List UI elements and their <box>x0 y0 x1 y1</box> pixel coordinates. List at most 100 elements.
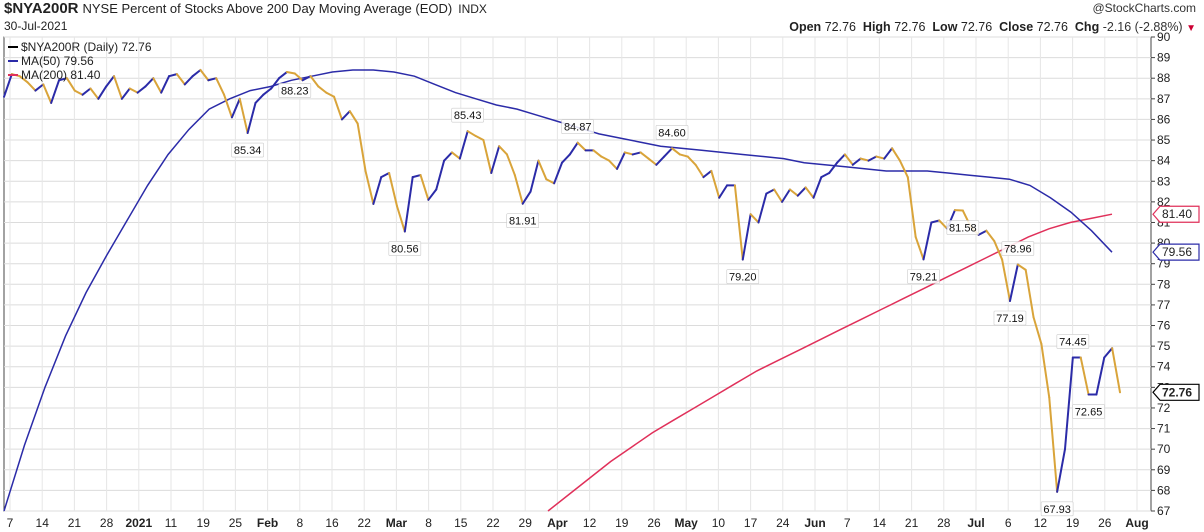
ma50-line <box>3 69 1113 512</box>
price-line-segment <box>207 77 218 82</box>
price-line-segment <box>18 75 29 84</box>
price-line-segment <box>812 176 823 199</box>
price-line-segment <box>34 83 45 92</box>
price-line-segment <box>356 122 367 172</box>
y-tick-label: 85 <box>1157 133 1171 147</box>
x-tick-label: 25 <box>229 516 243 530</box>
price-line-segment <box>521 190 532 205</box>
price-line-segment <box>851 157 862 166</box>
high-value: 72.76 <box>894 20 926 34</box>
price-line-segment <box>1016 263 1027 271</box>
price-line-segment <box>678 153 689 158</box>
price-line-segment <box>270 77 281 90</box>
price-line-segment <box>1111 347 1121 394</box>
annotation-box <box>946 220 980 235</box>
annotation-label: 84.60 <box>658 127 686 139</box>
price-line-segment <box>50 79 61 104</box>
x-tick-label: 28 <box>100 516 114 530</box>
price-line-segment <box>788 188 799 197</box>
price-line-segment <box>710 169 721 199</box>
price-line-segment <box>592 149 603 158</box>
x-tick-label: 12 <box>583 516 597 530</box>
y-tick-label: 68 <box>1157 483 1171 497</box>
y-tick-label: 74 <box>1157 360 1171 374</box>
price-line-segment <box>89 87 100 100</box>
annotation-box <box>278 83 312 98</box>
y-tick-label: 89 <box>1157 51 1171 65</box>
annotation-box <box>1072 404 1105 419</box>
price-line-segment <box>914 235 925 261</box>
price-line-segment <box>1001 258 1011 302</box>
x-tick-label: 6 <box>1005 516 1012 530</box>
x-tick-label: 24 <box>776 516 790 530</box>
price-line-segment <box>160 75 171 94</box>
price-line-segment <box>435 159 446 191</box>
y-tick-label: 72 <box>1157 401 1171 415</box>
price-line-segment <box>65 77 76 92</box>
price-line-segment <box>246 101 257 135</box>
x-tick-label: 22 <box>358 516 372 530</box>
annotation-box <box>655 124 689 140</box>
price-line-segment <box>906 176 917 238</box>
stockcharts-credit[interactable]: @StockCharts.com <box>1092 1 1196 15</box>
price-line-segment <box>26 81 37 92</box>
price-line-segment <box>105 75 116 88</box>
price-line-segment <box>796 186 807 197</box>
price-line-segment <box>427 188 438 201</box>
x-tick-label: Jun <box>804 516 825 530</box>
y-tick-label: 70 <box>1157 442 1171 456</box>
price-line-segment <box>144 77 155 88</box>
price-line-segment <box>450 151 461 160</box>
price-line-segment <box>1032 316 1043 346</box>
price-line-segment <box>883 147 894 160</box>
value-marker-label: 79.56 <box>1162 245 1192 259</box>
price-line-segment <box>262 87 273 96</box>
x-tick-label: 14 <box>873 516 887 530</box>
value-marker <box>1152 205 1200 223</box>
annotation-box <box>726 269 760 284</box>
price-line-segment <box>183 75 194 86</box>
price-line-segment <box>458 130 469 160</box>
price-line-segment <box>1008 263 1019 302</box>
price-line-segment <box>388 172 398 207</box>
price-line-segment <box>828 161 839 175</box>
price-line-segment <box>113 75 123 100</box>
x-tick-label: Aug <box>1125 516 1148 530</box>
legend-label: MA(200) 81.40 <box>21 68 101 82</box>
price-line-segment <box>1024 268 1035 319</box>
price-line-segment <box>301 75 312 82</box>
x-tick-label: 12 <box>1034 516 1048 530</box>
price-line-segment <box>317 85 328 94</box>
y-tick-label: 75 <box>1157 339 1171 353</box>
x-tick-label: 7 <box>844 516 851 530</box>
price-line-segment <box>364 169 375 205</box>
price-line-segment <box>561 153 571 164</box>
price-line-segment <box>1095 356 1106 396</box>
price-line-segment <box>340 110 351 121</box>
annotation-box <box>907 269 940 284</box>
annotation-label: 79.20 <box>729 272 757 284</box>
annotation-label: 67.93 <box>1043 504 1071 516</box>
x-tick-label: 26 <box>1098 516 1112 530</box>
annotation-box <box>1001 241 1035 256</box>
annotation-label: 85.43 <box>454 110 482 122</box>
price-line-segment <box>639 151 650 160</box>
x-tick-label: 8 <box>296 516 303 530</box>
price-line-segment <box>128 87 139 94</box>
x-tick-label: Mar <box>386 516 408 530</box>
price-line-segment <box>474 134 485 142</box>
price-line-segment <box>254 93 265 104</box>
y-tick-label: 71 <box>1157 422 1171 436</box>
price-line-segment <box>843 153 854 166</box>
annotation-label: 81.91 <box>509 216 537 228</box>
annotation-label: 72.65 <box>1075 407 1103 419</box>
x-tick-label: 17 <box>744 516 758 530</box>
price-line-segment <box>694 163 705 179</box>
chart-title-row: $NYA200R NYSE Percent of Stocks Above 200… <box>4 0 487 22</box>
x-tick-label: 19 <box>615 516 629 530</box>
y-tick-label: 88 <box>1157 71 1171 85</box>
annotation-label: 77.19 <box>996 313 1024 325</box>
price-line-segment <box>482 139 493 175</box>
price-line-segment <box>395 204 406 233</box>
price-line-segment <box>804 186 815 199</box>
